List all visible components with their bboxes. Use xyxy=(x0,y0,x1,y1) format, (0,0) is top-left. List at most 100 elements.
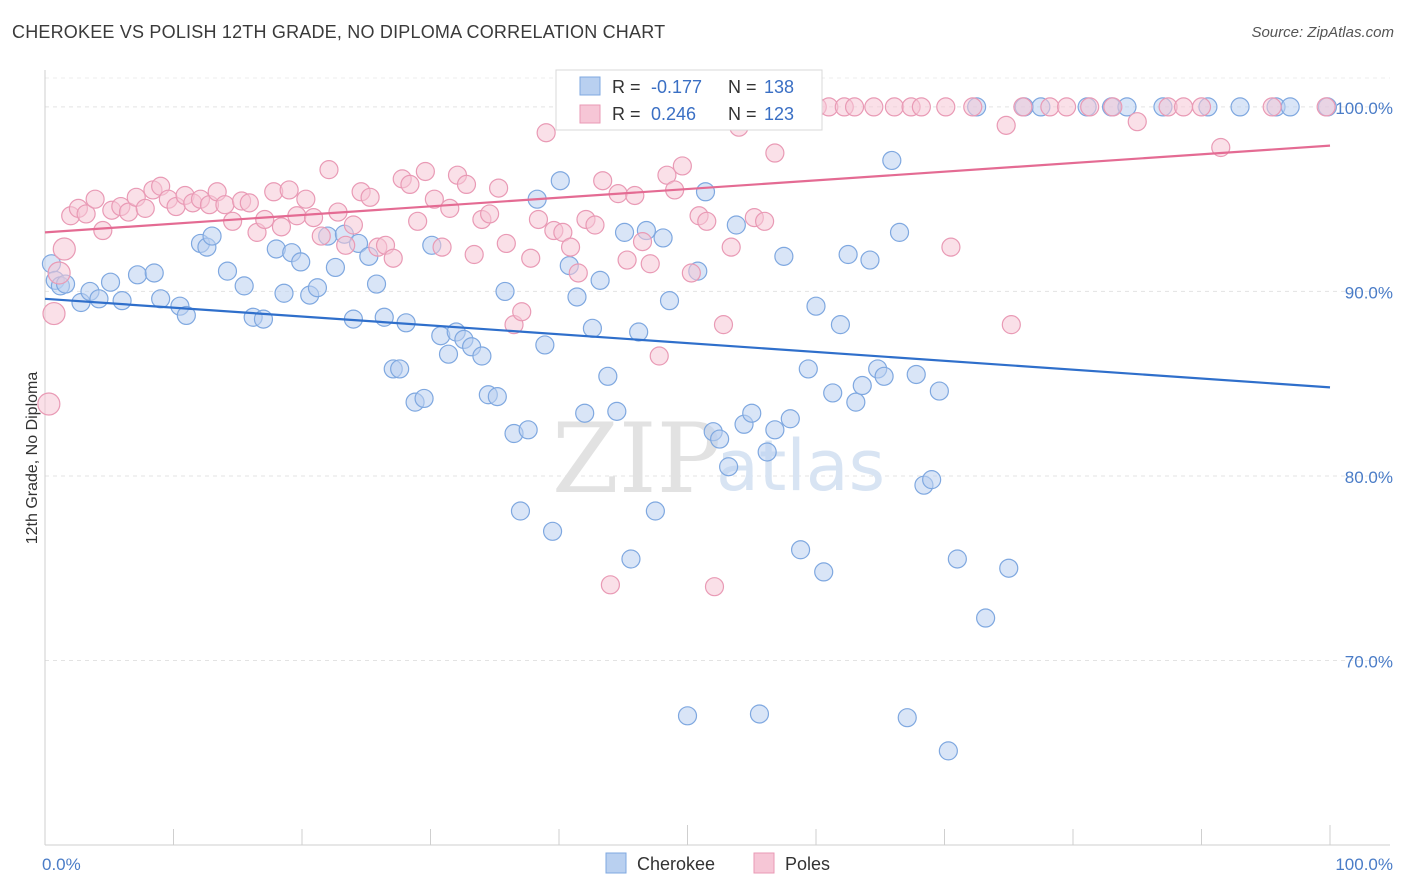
point-poles-24 xyxy=(223,211,243,231)
stats-n-label-poles: N = xyxy=(728,104,757,124)
legend: Cherokee Poles xyxy=(605,852,830,874)
point-cherokee-104 xyxy=(929,381,949,401)
point-cherokee-69 xyxy=(653,228,673,248)
point-poles-49 xyxy=(424,189,444,209)
point-poles-39 xyxy=(343,215,363,235)
point-cherokee-94 xyxy=(852,375,872,396)
point-cherokee-58 xyxy=(567,287,587,307)
point-cherokee-87 xyxy=(798,359,818,379)
point-poles-54 xyxy=(464,244,484,265)
point-cherokee-66 xyxy=(629,322,649,342)
point-cherokee-85 xyxy=(780,409,800,429)
point-cherokee-100 xyxy=(897,708,917,728)
point-cherokee-78 xyxy=(726,215,746,235)
point-cherokee-7 xyxy=(100,272,121,292)
point-cherokee-74 xyxy=(695,182,716,202)
y-tick-label-3: 70.0% xyxy=(1345,652,1393,671)
point-poles-66 xyxy=(560,237,581,257)
point-cherokee-33 xyxy=(366,274,387,294)
point-poles-96 xyxy=(844,97,865,117)
point-cherokee-88 xyxy=(806,296,826,316)
point-cherokee-80 xyxy=(742,403,762,423)
watermark: ZIP atlas xyxy=(552,403,885,515)
point-poles-101 xyxy=(936,97,956,117)
trend-line-poles xyxy=(44,144,1331,234)
point-poles-83 xyxy=(697,211,717,231)
point-poles-46 xyxy=(400,174,420,195)
point-poles-44 xyxy=(383,248,403,268)
stats-r-value-poles: 0.246 xyxy=(651,104,696,124)
point-cherokee-13 xyxy=(176,305,196,326)
point-poles-2 xyxy=(47,261,71,285)
point-poles-84 xyxy=(704,577,725,597)
point-cherokee-60 xyxy=(582,318,603,338)
point-cherokee-56 xyxy=(550,171,570,191)
point-poles-60 xyxy=(512,302,532,322)
point-poles-117 xyxy=(1001,315,1021,335)
point-poles-102 xyxy=(963,97,983,117)
point-cherokee-92 xyxy=(838,244,858,265)
point-poles-100 xyxy=(911,97,931,117)
point-cherokee-9 xyxy=(127,265,148,285)
point-cherokee-11 xyxy=(151,289,171,309)
point-cherokee-62 xyxy=(598,366,618,386)
point-poles-107 xyxy=(1080,97,1100,117)
point-poles-69 xyxy=(585,215,605,235)
x-tick-label-left: 0.0% xyxy=(42,855,81,874)
point-poles-8 xyxy=(93,220,113,241)
point-poles-6 xyxy=(76,204,96,224)
point-cherokee-82 xyxy=(757,442,777,462)
point-cherokee-109 xyxy=(999,558,1019,578)
point-cherokee-83 xyxy=(765,420,785,440)
point-poles-50 xyxy=(432,237,452,257)
point-cherokee-8 xyxy=(112,291,132,311)
point-poles-77 xyxy=(649,346,669,366)
point-cherokee-51 xyxy=(510,501,531,521)
point-cherokee-108 xyxy=(976,608,996,628)
point-poles-36 xyxy=(319,160,339,180)
point-cherokee-117 xyxy=(1230,97,1250,117)
point-poles-89 xyxy=(754,211,775,231)
legend-label-poles: Poles xyxy=(785,854,830,874)
point-poles-114 xyxy=(1262,97,1282,117)
point-cherokee-46 xyxy=(472,346,492,366)
point-cherokee-97 xyxy=(874,366,894,386)
point-poles-61 xyxy=(521,248,541,268)
stats-swatch-poles xyxy=(579,104,601,124)
point-cherokee-91 xyxy=(830,315,851,335)
point-poles-106 xyxy=(1056,97,1077,117)
watermark-atlas: atlas xyxy=(716,425,885,507)
point-cherokee-98 xyxy=(882,150,902,171)
y-tick-label-0: 100.0% xyxy=(1335,99,1393,118)
point-cherokee-61 xyxy=(590,270,610,290)
point-poles-67 xyxy=(568,263,588,283)
point-poles-109 xyxy=(1127,112,1147,132)
point-cherokee-106 xyxy=(947,549,967,569)
stats-n-value-poles: 123 xyxy=(764,104,794,124)
point-cherokee-6 xyxy=(89,289,109,309)
grid-lines xyxy=(45,77,1390,661)
point-cherokee-68 xyxy=(645,501,665,521)
point-cherokee-16 xyxy=(202,226,222,246)
point-cherokee-89 xyxy=(814,562,834,582)
point-poles-48 xyxy=(415,161,435,182)
point-poles-115 xyxy=(1316,97,1336,117)
point-cherokee-22 xyxy=(274,283,294,303)
point-poles-31 xyxy=(279,180,299,200)
point-poles-75 xyxy=(632,232,653,252)
point-poles-53 xyxy=(456,174,477,195)
point-poles-111 xyxy=(1173,97,1194,117)
point-poles-13 xyxy=(135,198,155,218)
x-tick-label-right: 100.0% xyxy=(1335,855,1393,874)
point-poles-112 xyxy=(1191,97,1212,117)
chart-title: CHEROKEE VS POLISH 12TH GRADE, NO DIPLOM… xyxy=(12,22,666,42)
point-poles-98 xyxy=(884,97,904,117)
point-poles-26 xyxy=(239,193,259,213)
point-poles-103 xyxy=(996,115,1016,135)
stats-n-label-cherokee: N = xyxy=(728,77,757,97)
point-poles-30 xyxy=(271,217,292,237)
point-poles-41 xyxy=(360,187,380,207)
point-cherokee-99 xyxy=(889,222,910,242)
point-poles-104 xyxy=(1013,97,1033,117)
point-poles-105 xyxy=(1040,97,1060,117)
